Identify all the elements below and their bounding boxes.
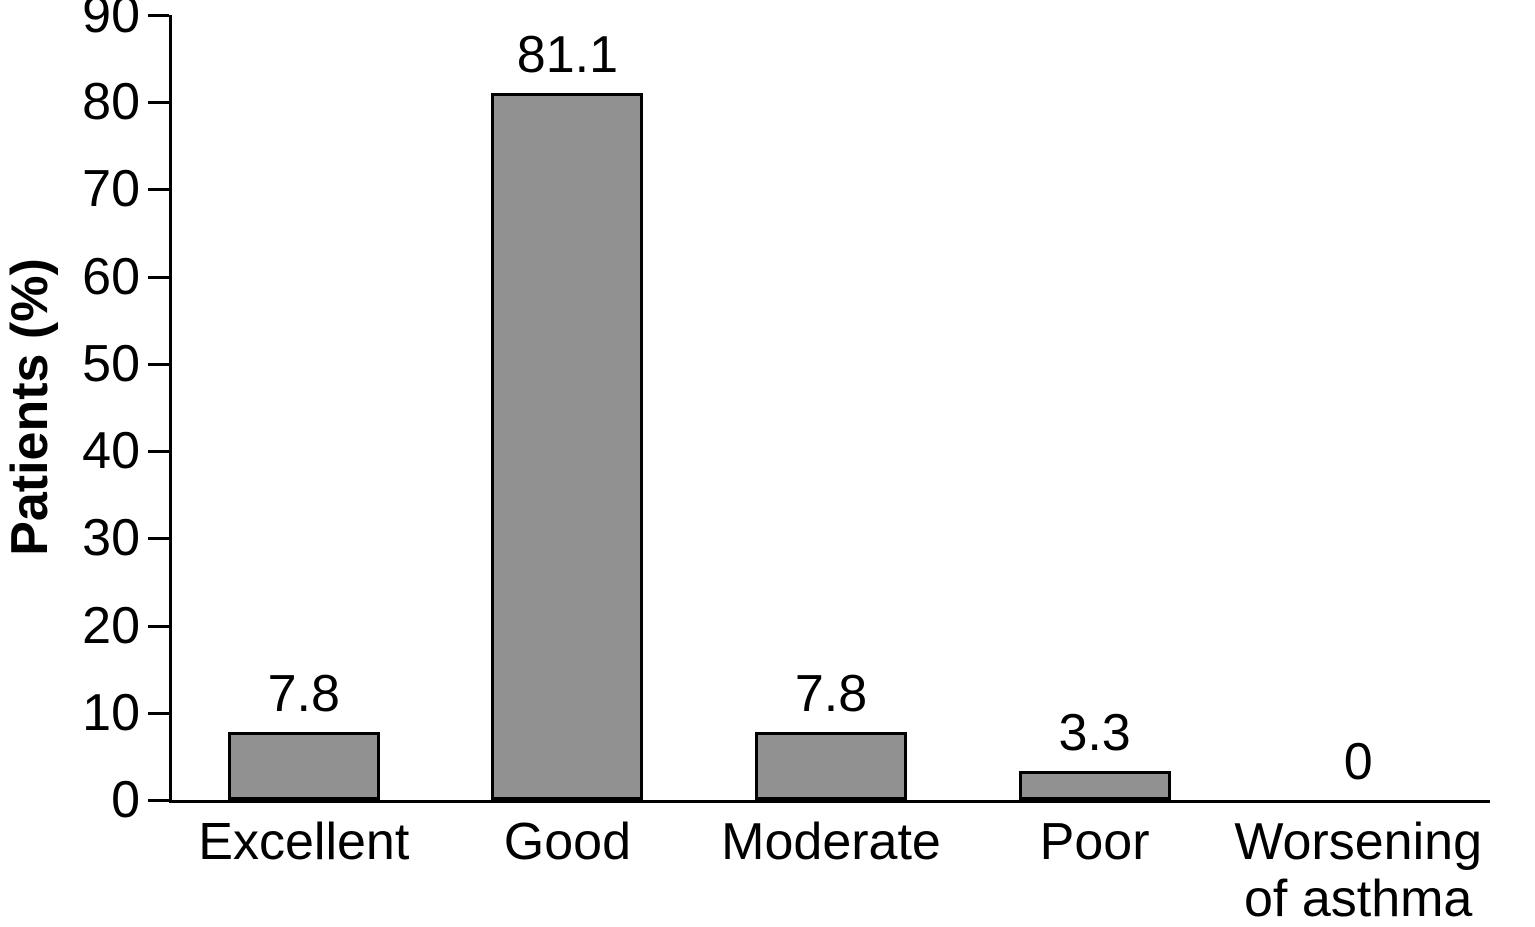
y-tick-label: 10 xyxy=(82,683,140,742)
x-axis-line xyxy=(169,800,1490,803)
y-tick-mark xyxy=(148,188,169,192)
y-tick-mark xyxy=(148,362,169,366)
y-tick-label: 0 xyxy=(111,771,140,829)
bar-value-label: 3.3 xyxy=(1058,704,1131,763)
x-category-label: Excellent xyxy=(198,813,410,871)
y-tick-label: 30 xyxy=(82,509,140,568)
y-axis-line xyxy=(169,15,172,803)
y-tick-label: 70 xyxy=(82,160,140,219)
y-tick-mark xyxy=(148,624,169,628)
bar xyxy=(1018,771,1171,800)
y-tick-mark xyxy=(148,537,169,541)
y-tick-label: 40 xyxy=(82,422,140,481)
bar-value-label: 7.8 xyxy=(267,664,340,723)
bar xyxy=(491,92,644,800)
y-tick-mark xyxy=(148,711,169,715)
y-tick-label: 50 xyxy=(82,334,140,393)
y-tick-mark xyxy=(148,14,169,17)
y-tick-label: 80 xyxy=(82,73,140,132)
x-category-label: Good xyxy=(503,813,631,871)
bar-value-label: 7.8 xyxy=(794,664,868,723)
y-tick-mark xyxy=(148,275,169,279)
y-tick-label: 20 xyxy=(82,596,140,655)
bar xyxy=(227,731,380,800)
bar xyxy=(755,731,907,800)
y-tick-label: 90 xyxy=(82,0,140,44)
y-tick-mark xyxy=(148,450,169,454)
x-category-label: Moderate xyxy=(721,813,941,871)
x-category-label: Poor xyxy=(1039,813,1150,871)
y-tick-label: 60 xyxy=(82,247,140,306)
bar-value-label: 0 xyxy=(1343,733,1373,791)
y-tick-mark xyxy=(148,101,169,105)
bar-value-label: 81.1 xyxy=(516,25,618,84)
y-tick-mark xyxy=(148,799,169,802)
x-category-label: Worsening of asthma xyxy=(1234,813,1482,927)
